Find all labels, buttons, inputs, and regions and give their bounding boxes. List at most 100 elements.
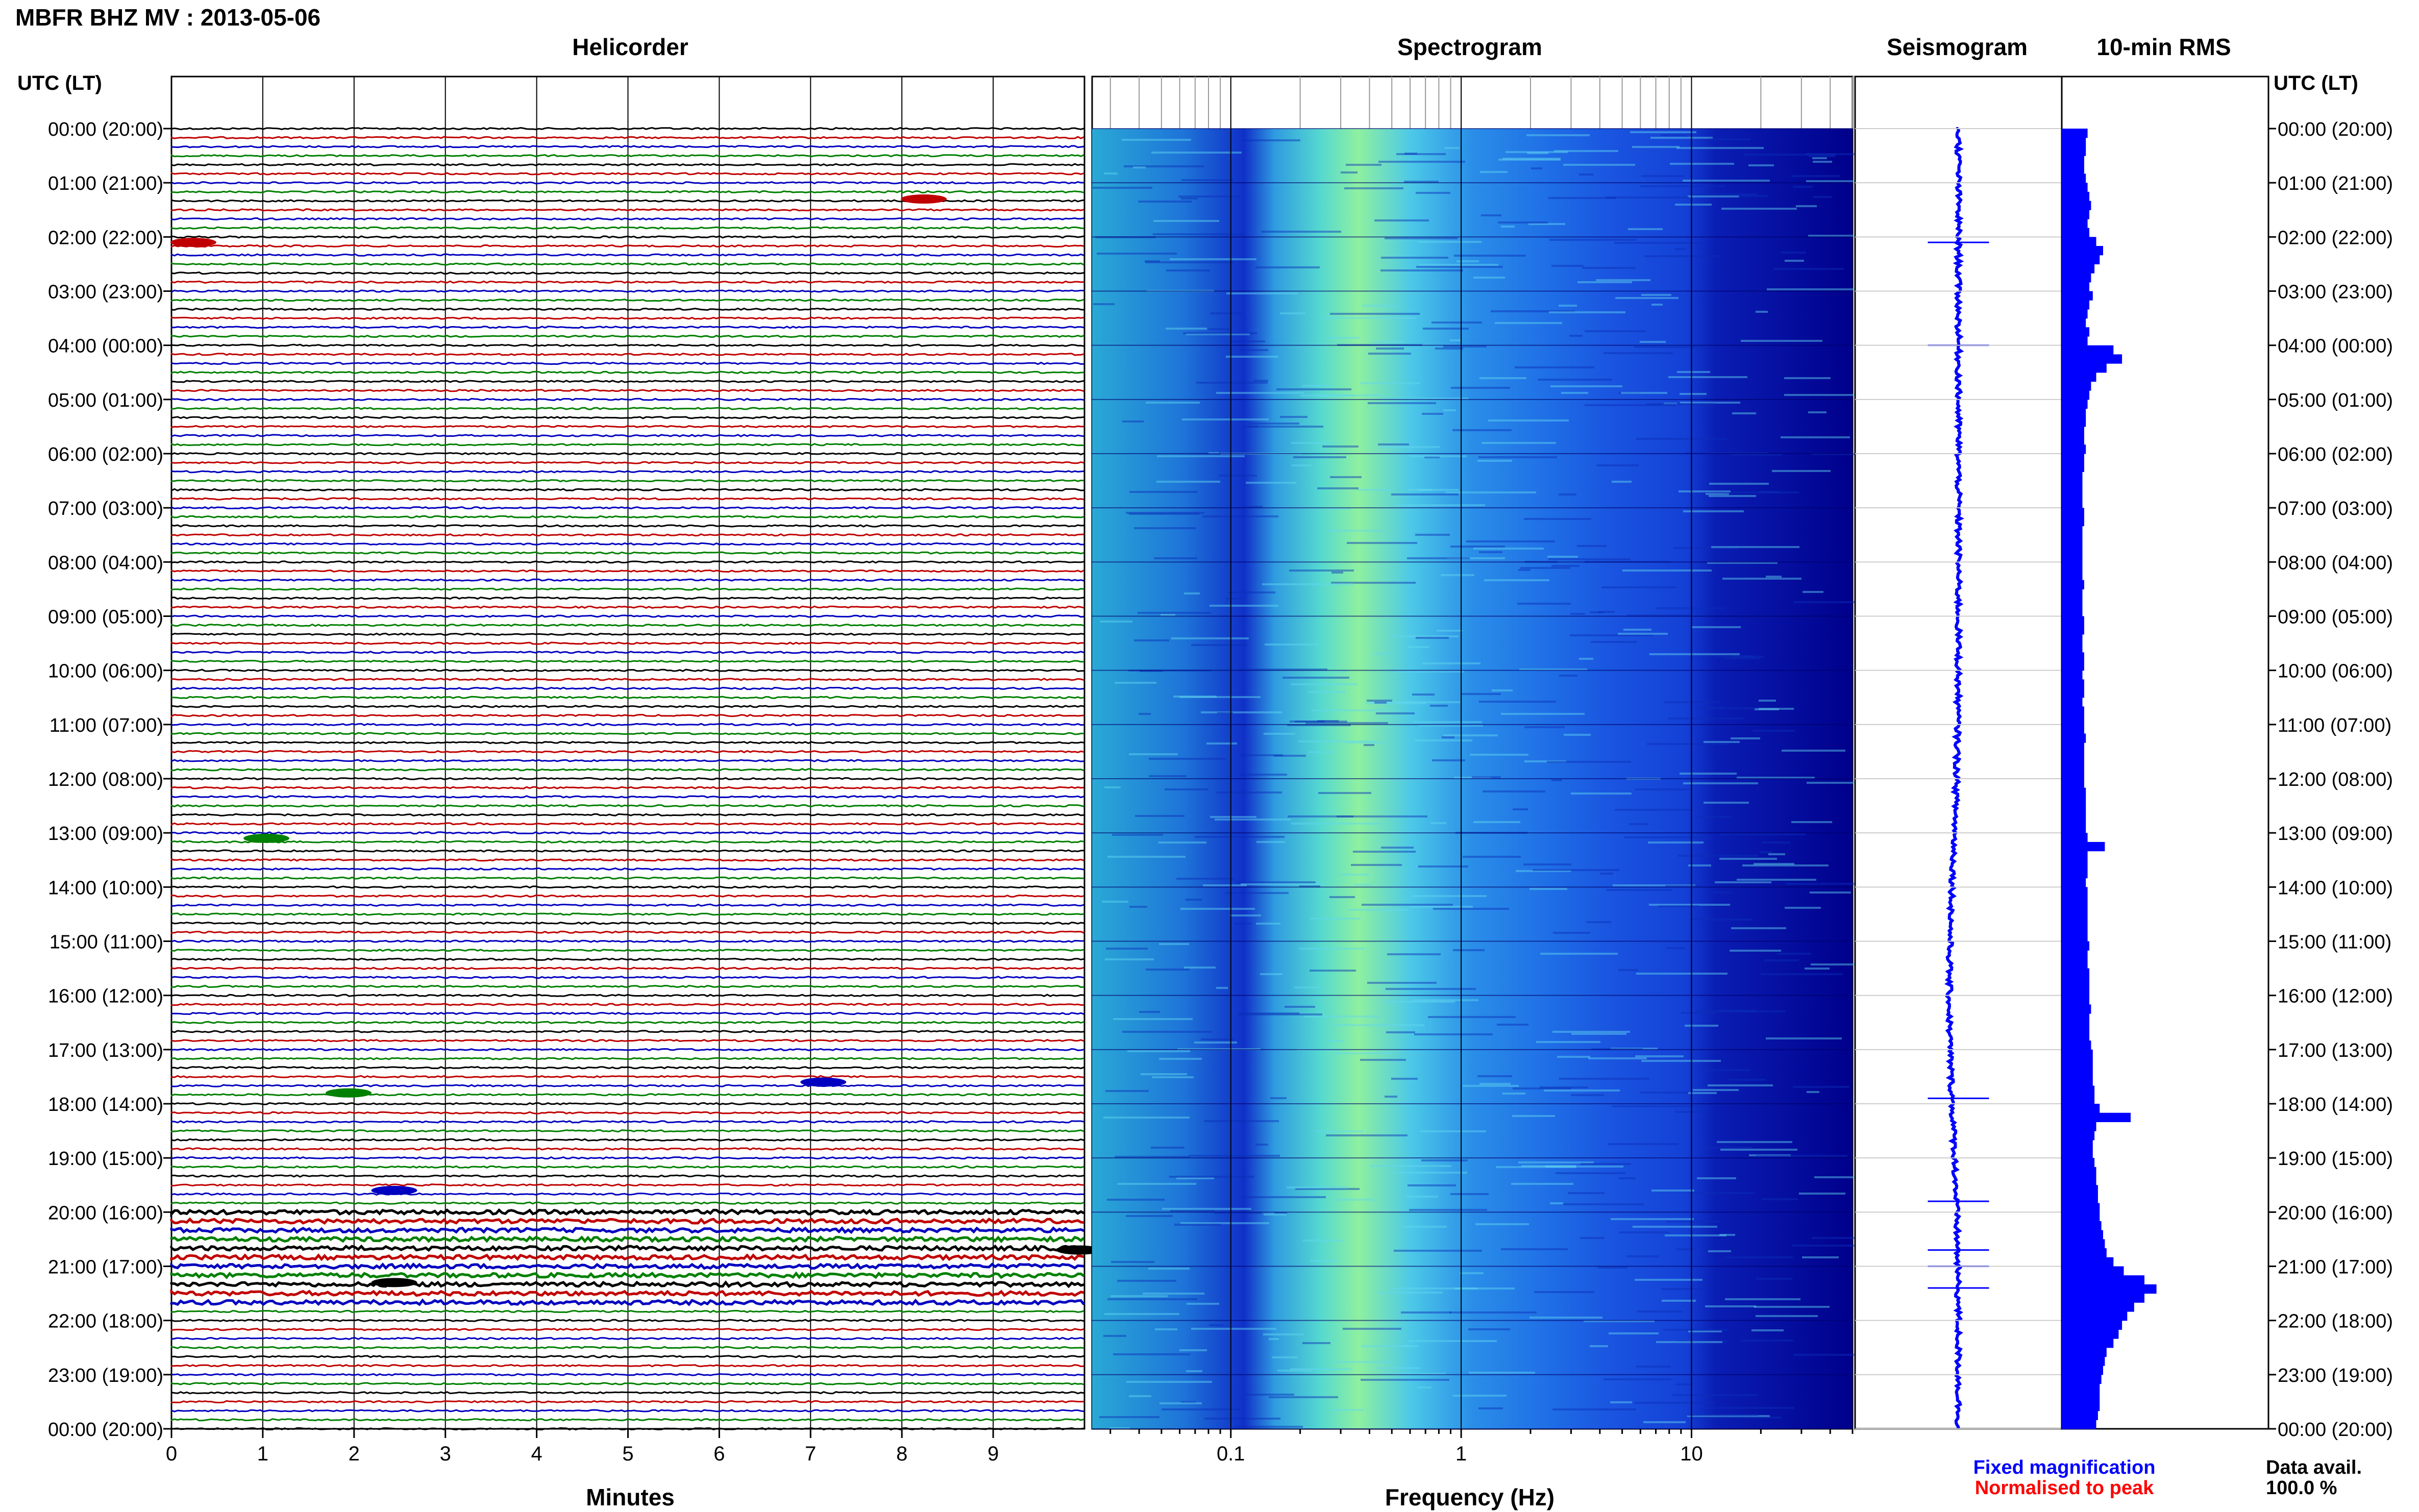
spectrogram-cell [1124, 165, 1204, 167]
helicorder-trace [170, 434, 1084, 438]
spectrogram-cell [1165, 788, 1208, 790]
rms-bar [2062, 363, 2107, 373]
spectrogram-cell [1151, 152, 1242, 154]
spectrogram-cell [1664, 403, 1677, 405]
spectrogram-cell [1651, 1189, 1694, 1192]
spectrogram-cell [1219, 475, 1257, 477]
spectrogram-cell [1129, 1395, 1151, 1397]
rms-bar [2062, 1284, 2157, 1294]
spectrogram-cell [1665, 1234, 1726, 1236]
spectrogram-cell [1810, 891, 1851, 894]
spectrogram-cell [1233, 1426, 1303, 1428]
time-tick-label: 20:00 (16:00) [2278, 1202, 2393, 1224]
spectrogram-cell [1184, 966, 1216, 969]
helicorder-trace [170, 1048, 1084, 1052]
spectrogram-cell [1241, 883, 1323, 885]
spectrogram-cell [1488, 419, 1569, 422]
spectrogram-cell [1174, 1224, 1221, 1226]
spectrogram-cell [1312, 709, 1386, 711]
spectrogram-cell [1475, 1223, 1529, 1225]
rms-bar [2062, 228, 2089, 237]
spectrogram-cell [1502, 158, 1561, 160]
rms-bar [2062, 1131, 2095, 1141]
spectrogram-cell [1186, 333, 1250, 335]
helicorder-trace [170, 145, 1084, 148]
rms-bar [2062, 273, 2091, 283]
helicorder-trace [170, 686, 1084, 690]
spectrogram-cell [1183, 332, 1257, 334]
helicorder-trace [170, 885, 1084, 889]
spectrogram-cell [1181, 1401, 1196, 1403]
spectrogram-cell [1468, 1328, 1510, 1330]
spectrogram-cell [1421, 1159, 1468, 1161]
rms-bar [2062, 1049, 2093, 1059]
rms-bar [2062, 1022, 2089, 1032]
spectrogram-cell [1362, 305, 1396, 307]
spectrogram-cell [1180, 908, 1255, 910]
spectrogram-cell [1302, 385, 1332, 387]
spectrogram-cell [1554, 150, 1618, 152]
helicorder-trace [170, 560, 1084, 564]
helicorder-trace [170, 596, 1084, 600]
time-tick-label: 10:00 (06:00) [2278, 661, 2393, 682]
rms-bar [2062, 1095, 2095, 1104]
spectrogram-cell [1585, 330, 1646, 332]
rms-bar [2062, 742, 2084, 752]
spectrogram-cell [1675, 204, 1712, 206]
spectrogram-cell [1347, 542, 1417, 544]
spectrogram-cell [1725, 491, 1799, 493]
spectrogram-cell [1570, 634, 1653, 636]
helicorder-trace [170, 1336, 1084, 1341]
spectrogram-cell [1151, 1147, 1184, 1149]
helicorder-trace [170, 732, 1084, 735]
spectrogram-cell [1741, 1340, 1794, 1342]
spectrogram-cell [1362, 904, 1453, 906]
spectrogram-cell [1432, 759, 1465, 761]
spectrogram-title: Spectrogram [1397, 34, 1542, 60]
rms-bar [2062, 1176, 2096, 1185]
spectrogram-cell [1704, 1069, 1750, 1071]
spectrogram-cell [1379, 446, 1440, 448]
helicorder-trace [170, 253, 1084, 257]
spectrogram-cell [1161, 614, 1175, 616]
spectrogram-cell [1756, 1155, 1847, 1157]
spectrogram-cell [1641, 294, 1671, 296]
spectrogram-cell [1692, 626, 1741, 628]
spectrogram-cell [1629, 823, 1648, 825]
spectrogram-cell [1433, 908, 1509, 910]
time-tick-label: 18:00 (14:00) [2278, 1094, 2393, 1116]
spectrogram-cell [1149, 775, 1187, 777]
spectrogram-cell [1361, 1379, 1449, 1381]
spectrogram-cell [1641, 175, 1685, 177]
spectrogram-cell [1428, 1016, 1516, 1018]
helicorder-trace [170, 497, 1084, 501]
spectrogram-cell [1246, 482, 1296, 484]
time-tick-label: 21:00 (17:00) [2278, 1257, 2393, 1278]
rms-bar [2062, 137, 2086, 147]
spectrogram-cell [1772, 470, 1831, 472]
spectrogram-cell [1141, 1073, 1187, 1075]
helicorder-trace [170, 831, 1084, 835]
spectrogram-cell [1104, 172, 1118, 175]
spectrogram-cell [1781, 436, 1850, 438]
helicorder-trace [170, 678, 1084, 681]
spectrogram-cell [1107, 1298, 1197, 1300]
spectrogram-cell [1317, 720, 1339, 722]
spectrogram-cell [1176, 878, 1235, 880]
spectrogram-cell [1173, 696, 1217, 698]
rms-bar [2062, 1347, 2107, 1357]
spectrogram-cell [1343, 1328, 1401, 1330]
spectrogram-cell [1761, 973, 1843, 975]
rms-bar [2062, 905, 2088, 914]
rms-bar [2062, 345, 2114, 355]
spectrogram-cell [1240, 349, 1268, 351]
rms-bar [2062, 950, 2088, 960]
spectrogram-cell [1335, 1052, 1392, 1054]
spectrogram-cell [1524, 518, 1591, 520]
spectrogram-cell [1608, 1143, 1679, 1145]
spectrogram-cell [1724, 657, 1760, 659]
spectrogram-cell [1146, 402, 1200, 404]
spectrogram-cell [1571, 792, 1632, 795]
rms-bar [2062, 751, 2084, 761]
rms-bar [2062, 1203, 2100, 1212]
